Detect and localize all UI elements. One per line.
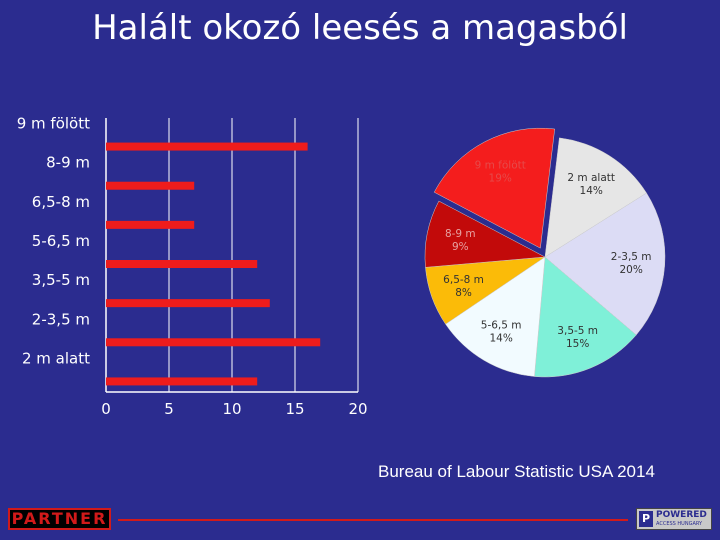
- pie-slice-percent: 15%: [566, 338, 589, 350]
- pie-slice-label: 8-9 m: [445, 228, 476, 240]
- pie-slice-percent: 20%: [620, 264, 643, 276]
- pie-slice-percent: 19%: [489, 173, 512, 185]
- bar: [106, 220, 195, 229]
- pie-slice-label: 3,5-5 m: [557, 325, 598, 337]
- powered-logo: P POWERED ACCESS HUNGARY: [636, 508, 712, 530]
- footer-divider: [118, 519, 628, 521]
- pie-slice: [445, 256, 546, 377]
- pie-slice-percent: 9%: [452, 241, 469, 253]
- bar: [106, 181, 195, 190]
- y-category-label: 5-6,5 m: [32, 232, 90, 250]
- y-category-label: 2-3,5 m: [32, 310, 90, 328]
- powered-subtext: ACCESS HUNGARY: [656, 521, 703, 527]
- y-category-label: 3,5-5 m: [32, 271, 90, 289]
- bar: [106, 338, 321, 347]
- y-category-label: 9 m fölött: [17, 115, 90, 133]
- pie-slice: [424, 200, 546, 268]
- x-tick-label: 10: [222, 400, 241, 418]
- pie-slice-label: 9 m fölött: [475, 160, 526, 172]
- x-tick-label: 0: [101, 400, 111, 418]
- x-tick-label: 15: [285, 400, 304, 418]
- bar-chart: 0 5 10 15 20 9 m fölött 8-9 m 6,5-8 m 5-6,5 m 3,5…: [17, 115, 368, 418]
- bar: [106, 377, 258, 386]
- y-category-label: 6,5-8 m: [32, 193, 90, 211]
- x-tick-label: 5: [164, 400, 174, 418]
- powered-text: POWERED: [656, 510, 707, 520]
- pie-slice: [433, 127, 556, 249]
- source-note: Bureau of Labour Statistic USA 2014: [378, 462, 655, 481]
- partner-logo: PARTNER: [8, 508, 111, 530]
- y-category-label: 2 m alatt: [22, 349, 90, 367]
- slide-title: Halált okozó leesés a magasból: [92, 8, 628, 48]
- pie-slice: [544, 192, 666, 336]
- pie-slice-label: 5-6,5 m: [481, 319, 522, 331]
- pie-slice-label: 6,5-8 m: [443, 274, 484, 286]
- pie-slice-percent: 14%: [489, 332, 512, 344]
- y-category-label: 8-9 m: [46, 154, 90, 172]
- pie-slice: [534, 256, 637, 378]
- bar: [106, 299, 270, 308]
- pie-slice-percent: 8%: [455, 287, 472, 299]
- pie-slice: [544, 137, 647, 258]
- pie-slice-label: 2-3,5 m: [611, 251, 652, 263]
- powered-mark-icon: P: [639, 511, 653, 527]
- x-tick-label: 20: [348, 400, 367, 418]
- bar: [106, 142, 308, 151]
- pie-slice-percent: 14%: [580, 185, 603, 197]
- pie-slice-label: 2 m alatt: [567, 172, 615, 184]
- bar: [106, 260, 258, 268]
